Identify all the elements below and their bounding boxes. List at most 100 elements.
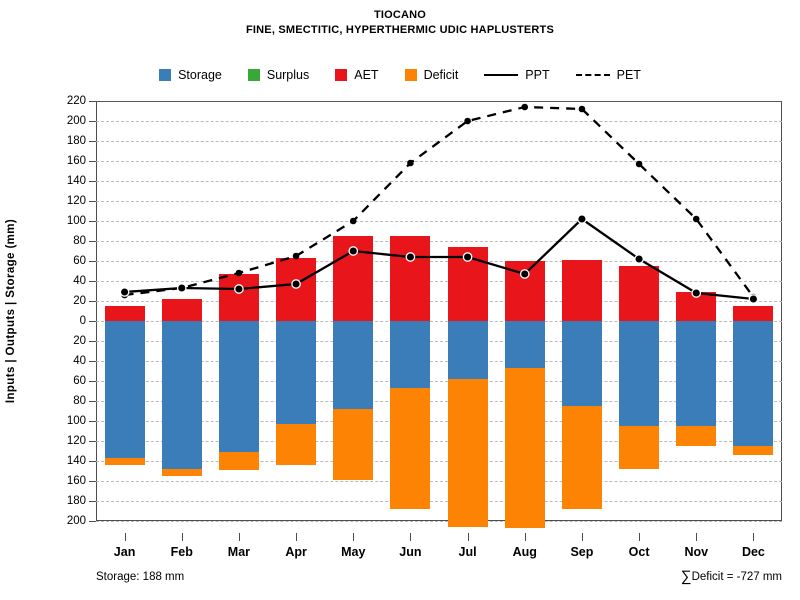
legend-item-deficit: Deficit [404, 68, 458, 82]
bar-group-jan[interactable] [104, 101, 145, 521]
bar-segment-deficit[interactable] [561, 406, 602, 509]
gridline [96, 301, 782, 302]
bar-segment-deficit[interactable] [161, 469, 202, 476]
bar-segment-storage[interactable] [276, 321, 317, 424]
legend-item-storage: Storage [159, 68, 222, 82]
gridline [96, 281, 782, 282]
bar-group-may[interactable] [333, 101, 374, 521]
bar-segment-storage[interactable] [504, 321, 545, 368]
x-axis: Jan Feb Mar Apr May Jun Jul Aug Sep Oct Nov Dec [96, 521, 782, 561]
bar-segment-aet[interactable] [733, 306, 774, 321]
bar-segment-storage[interactable] [561, 321, 602, 406]
zero-baseline [96, 101, 782, 102]
bar-segment-deficit[interactable] [447, 379, 488, 527]
bar-segment-storage[interactable] [161, 321, 202, 469]
y-tick-up-120 [89, 201, 96, 202]
legend-label: AET [354, 68, 379, 82]
bar-segment-deficit[interactable] [333, 409, 374, 480]
bar-segment-storage[interactable] [733, 321, 774, 446]
bar-group-jun[interactable] [390, 101, 431, 521]
square-swatch-icon [404, 69, 417, 81]
bar-segment-deficit[interactable] [104, 458, 145, 465]
y-tick-label: 180 [66, 135, 86, 147]
x-tick-label-feb: Feb [170, 545, 193, 559]
y-axis: 0 20 40 60 80 100 120 140 160 180 200 220 20 40 60 80 10… [60, 95, 96, 527]
gridline [96, 461, 782, 462]
x-tick-jun [410, 533, 412, 541]
legend-label: PET [616, 68, 641, 82]
bar-segment-aet[interactable] [561, 260, 602, 321]
bar-group-feb[interactable] [161, 101, 202, 521]
bar-segment-storage[interactable] [333, 321, 374, 409]
x-tick-jul [467, 533, 469, 541]
bar-group-oct[interactable] [619, 101, 660, 521]
y-tick-label: 60 [73, 255, 86, 267]
bar-segment-storage[interactable] [619, 321, 660, 426]
x-tick-label-dec: Dec [741, 545, 765, 559]
pet-point [521, 103, 529, 111]
x-tick-mar [238, 533, 240, 541]
solid-line-icon [484, 74, 519, 76]
y-tick-lo-140 [89, 461, 96, 462]
y-tick-label: 80 [73, 395, 86, 407]
pet-line [124, 105, 755, 298]
bar-segment-deficit[interactable] [276, 424, 317, 465]
bar-group-nov[interactable] [676, 101, 717, 521]
bar-segment-storage[interactable] [447, 321, 488, 379]
bar-segment-aet[interactable] [619, 266, 660, 321]
y-tick-label: 200 [66, 115, 86, 127]
bar-segment-deficit[interactable] [733, 446, 774, 455]
legend-label: Storage [178, 68, 222, 82]
x-tick-label-nov: Nov [684, 545, 709, 559]
ppt-point [176, 283, 187, 293]
y-tick-lo-180 [89, 501, 96, 502]
gridline [96, 441, 782, 442]
bar-segment-storage[interactable] [104, 321, 145, 458]
bar-segment-aet[interactable] [104, 306, 145, 321]
bar-segment-deficit[interactable] [390, 388, 431, 509]
bar-segment-aet[interactable] [218, 274, 259, 321]
y-tick-up-160 [89, 161, 96, 162]
y-tick-up-80 [89, 241, 96, 242]
pet-point [692, 215, 700, 223]
bar-group-mar[interactable] [218, 101, 259, 521]
y-tick-label: 20 [73, 295, 86, 307]
bar-segment-deficit[interactable] [676, 426, 717, 446]
y-tick-label: 200 [66, 515, 86, 527]
bar-segment-aet[interactable] [276, 258, 317, 321]
bar-segment-storage[interactable] [676, 321, 717, 426]
gridline [96, 401, 782, 402]
bar-segment-storage[interactable] [218, 321, 259, 452]
y-tick-label: 160 [66, 475, 86, 487]
x-tick-dec [753, 533, 755, 541]
legend-label: PPT [525, 68, 550, 82]
legend-item-surplus: Surplus [247, 68, 310, 82]
ppt-point [119, 287, 130, 297]
bar-group-sep[interactable] [561, 101, 602, 521]
plot-area [96, 101, 782, 528]
y-tick-label: 160 [66, 155, 86, 167]
y-tick-lo-40 [89, 361, 96, 362]
bar-group-apr[interactable] [276, 101, 317, 521]
bar-segment-aet[interactable] [390, 236, 431, 321]
x-tick-label-jan: Jan [113, 545, 136, 559]
pet-point [292, 252, 300, 260]
bar-group-jul[interactable] [447, 101, 488, 527]
bar-segment-aet[interactable] [161, 299, 202, 321]
y-tick-up-140 [89, 181, 96, 182]
bar-group-dec[interactable] [733, 101, 774, 521]
y-tick-label: 100 [66, 415, 86, 427]
bar-segment-deficit[interactable] [619, 426, 660, 469]
y-axis-title: Inputs | Outputs | Storage (mm) [5, 218, 17, 404]
legend-label: Surplus [266, 68, 310, 82]
x-tick-label-apr: Apr [285, 545, 307, 559]
ppt-point [577, 214, 587, 224]
x-tick-label-mar: Mar [227, 545, 251, 559]
bar-segment-deficit[interactable] [504, 368, 545, 528]
plot-frame [96, 101, 782, 521]
chart-title-line2: FINE, SMECTITIC, HYPERTHERMIC UDIC HAPLU… [245, 24, 555, 36]
bar-segment-deficit[interactable] [218, 452, 259, 470]
y-tick-lo-120 [89, 441, 96, 442]
x-tick-label-jul: Jul [458, 545, 477, 559]
bar-segment-storage[interactable] [390, 321, 431, 388]
